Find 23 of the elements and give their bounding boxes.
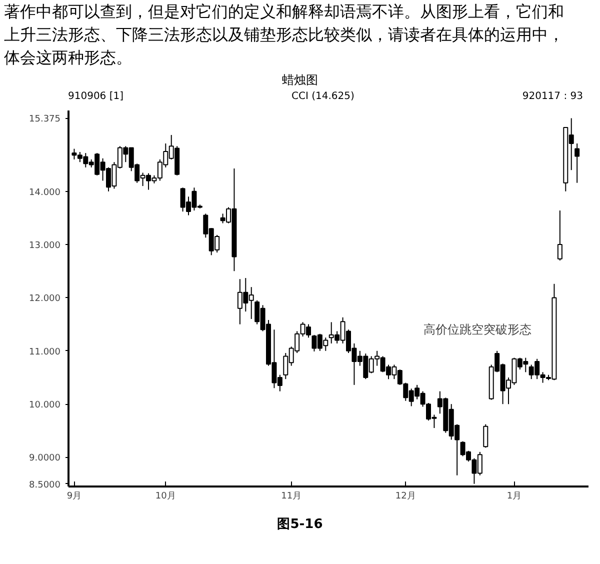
- text: 920117 : 93: [522, 90, 583, 104]
- x-tick-label: 9月: [66, 492, 82, 502]
- y-tick-label: 10.000: [29, 400, 61, 411]
- y-tick-label: 12.000: [29, 294, 61, 304]
- x-tick-label: 12月: [395, 492, 416, 502]
- annotation: 高价位跳空突破形态: [424, 322, 532, 336]
- text: 910906 [1]: [68, 90, 124, 104]
- candlestick: [483, 424, 488, 448]
- x-tick-label: 11月: [281, 492, 302, 502]
- candlestick: [557, 210, 562, 261]
- y-tick-label: 13.000: [29, 241, 61, 252]
- y-tick-label: 14.000: [29, 188, 61, 198]
- y-tick-label: 8.5000: [29, 480, 61, 490]
- y-tick-label: 11.000: [29, 347, 61, 358]
- x-tick-label: 1月: [506, 492, 522, 502]
- y-tick-label: 9.0000: [29, 454, 61, 464]
- caption: 图5-16: [277, 516, 323, 534]
- chart-title: 蜡烛图: [282, 72, 318, 89]
- x-tick-label: 10月: [155, 492, 176, 502]
- candlestick: [574, 142, 580, 184]
- text: CCI (14.625): [292, 90, 354, 104]
- y-tick-label: 15.375: [29, 114, 61, 125]
- text: 著作中都可以查到，但是对它们的定义和解释却语焉不详。从图形上看，它们和上升三法形态、下降三法形态以及铺垫形态比较类似，请读者在具体的运用中，体会这两种形态。: [4, 1, 564, 69]
